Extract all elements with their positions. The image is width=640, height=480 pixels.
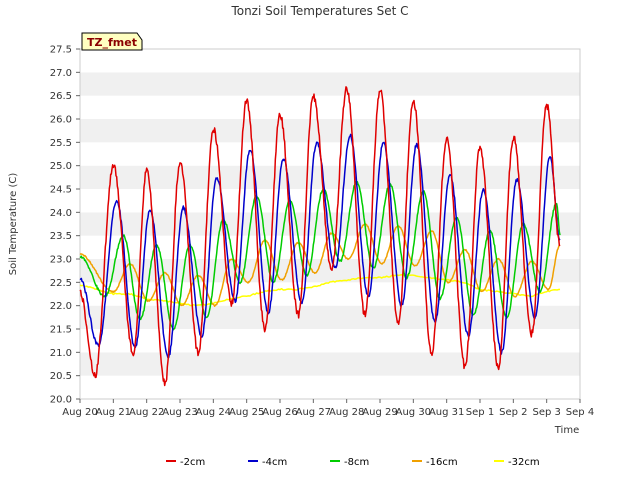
- x-tick-label: Sep 4: [566, 407, 594, 418]
- chart-title: Tonzi Soil Temperatures Set C: [230, 4, 408, 18]
- y-axis-ticks: 20.0 20.5 21.0 21.5 22.0 22.5 23.0 23.5 24.0 24.5…: [50, 45, 80, 406]
- x-tick-label: Aug 28: [329, 407, 364, 418]
- grid-band: [80, 142, 580, 166]
- legend-label: -32cm: [508, 457, 540, 468]
- legend-label: -2cm: [180, 457, 205, 468]
- plot-frame: [79, 48, 581, 400]
- x-tick-label: Aug 24: [196, 407, 231, 418]
- legend-label: -16cm: [426, 457, 458, 468]
- x-tick-label: Aug 21: [96, 407, 131, 418]
- y-tick-label: 22.0: [50, 301, 72, 312]
- y-tick-label: 24.0: [50, 208, 72, 219]
- badge-box: [81, 32, 143, 51]
- y-tick-label: 27.5: [50, 45, 72, 56]
- y-tick-label: 22.5: [50, 278, 72, 289]
- legend: -2cm -4cm -8cm -16cm -32cm: [166, 457, 540, 468]
- x-tick-label: Aug 20: [62, 407, 97, 418]
- badge-label: TZ_fmet: [87, 36, 137, 49]
- grid-band: [80, 329, 580, 353]
- x-tick-label: Aug 29: [362, 407, 397, 418]
- y-tick-label: 20.5: [50, 371, 72, 382]
- legend-label: -8cm: [344, 457, 369, 468]
- x-tick-label: Aug 23: [162, 407, 197, 418]
- x-tick-label: Aug 31: [429, 407, 464, 418]
- y-tick-label: 21.0: [50, 348, 72, 359]
- series-layer: [79, 86, 561, 387]
- series-line-neg2cm: [79, 86, 561, 387]
- grid-band: [80, 375, 580, 399]
- series-line-neg8cm: [79, 180, 561, 331]
- y-tick-label: 20.0: [50, 395, 72, 406]
- grid-band: [80, 165, 580, 189]
- x-tick-label: Sep 1: [466, 407, 494, 418]
- x-tick-label: Aug 27: [296, 407, 331, 418]
- y-tick-label: 21.5: [50, 325, 72, 336]
- grid-band: [80, 119, 580, 143]
- site-badge: TZ_fmet: [81, 32, 143, 51]
- x-axis-title: Time: [554, 425, 579, 436]
- grid-band: [80, 352, 580, 376]
- y-tick-label: 26.0: [50, 115, 72, 126]
- grid-band: [80, 95, 580, 119]
- grid-band: [80, 282, 580, 306]
- legend-label: -4cm: [262, 457, 287, 468]
- y-tick-label: 27.0: [50, 68, 72, 79]
- x-tick-label: Sep 3: [532, 407, 560, 418]
- x-tick-label: Aug 22: [129, 407, 164, 418]
- y-tick-label: 25.5: [50, 138, 72, 149]
- y-tick-label: 26.5: [50, 91, 72, 102]
- x-tick-label: Sep 2: [499, 407, 527, 418]
- grid-bands: [80, 49, 580, 399]
- y-tick-label: 23.0: [50, 255, 72, 266]
- grid-band: [80, 49, 580, 73]
- y-tick-label: 23.5: [50, 231, 72, 242]
- grid-band: [80, 189, 580, 213]
- grid-band: [80, 72, 580, 96]
- y-tick-label: 25.0: [50, 161, 72, 172]
- y-tick-label: 24.5: [50, 185, 72, 196]
- x-tick-label: Aug 25: [229, 407, 264, 418]
- y-axis-title: Soil Temperature (C): [8, 173, 19, 276]
- x-tick-label: Aug 26: [262, 407, 297, 418]
- x-tick-label: Aug 30: [396, 407, 431, 418]
